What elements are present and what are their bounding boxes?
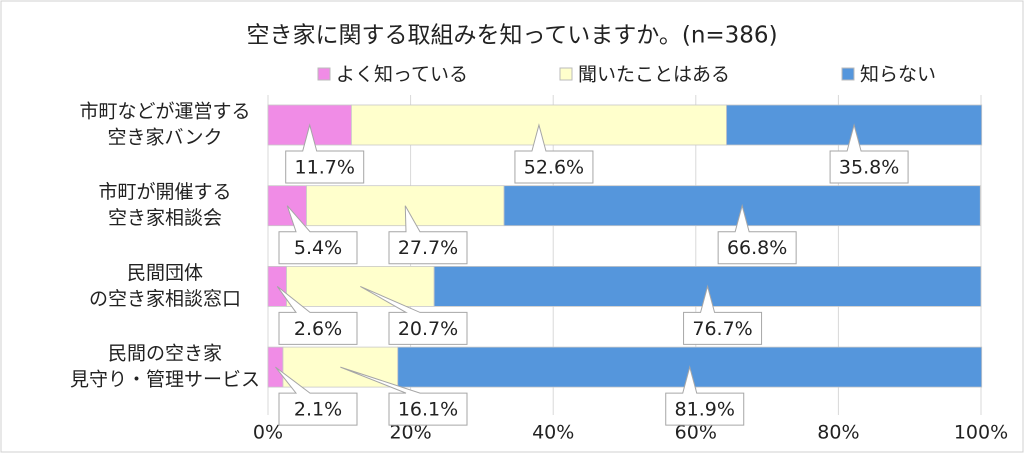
callout-box <box>360 285 468 345</box>
x-tick-label: 20% <box>389 422 431 444</box>
callout-box <box>340 366 468 426</box>
callout-box <box>285 123 365 184</box>
data-label: 76.7% <box>692 318 752 340</box>
x-tick-label: 40% <box>532 422 574 444</box>
legend-swatch <box>841 67 855 81</box>
callout-box <box>717 203 797 265</box>
x-tick-label: 100% <box>954 422 1008 444</box>
x-tick-label: 0% <box>253 422 283 444</box>
data-label: 2.6% <box>294 318 342 340</box>
y-tick-label: 民間団体 <box>127 262 203 284</box>
data-label: 16.1% <box>398 399 458 421</box>
data-label: 66.8% <box>727 237 787 259</box>
data-label: 2.1% <box>294 399 342 421</box>
legend-swatch <box>317 67 331 81</box>
data-label: 11.7% <box>295 157 355 179</box>
callout-box <box>388 205 468 265</box>
legend-swatch <box>559 67 573 81</box>
callout-box <box>278 205 358 265</box>
x-tick-label: 60% <box>675 422 717 444</box>
data-label: 5.4% <box>294 237 342 259</box>
x-tick-label: 80% <box>817 422 859 444</box>
legend-label: 知らない <box>860 64 936 86</box>
callout-box <box>276 286 358 345</box>
legend-label: 聞いたことはある <box>578 64 730 86</box>
callout-box <box>665 365 745 426</box>
data-label: 35.8% <box>839 157 899 179</box>
data-label: 52.6% <box>524 157 584 179</box>
y-tick-label: 市町が開催する <box>98 181 231 203</box>
y-tick-label: 民間の空き家 <box>108 343 222 365</box>
y-tick-label: の空き家相談窓口 <box>89 288 241 310</box>
legend-label: よく知っている <box>336 64 468 86</box>
callout-box <box>514 123 594 184</box>
y-tick-label: 空き家バンク <box>108 127 223 149</box>
data-label: 20.7% <box>398 318 458 340</box>
callout-box <box>829 123 909 184</box>
data-label: 27.7% <box>398 237 458 259</box>
y-tick-label: 見守り・管理サービス <box>70 369 260 391</box>
chart-title: 空き家に関する取組みを知っていますか。(n=386) <box>246 23 777 49</box>
callout-box <box>683 284 763 345</box>
y-tick-label: 空き家相談会 <box>108 207 222 229</box>
callout-box <box>275 366 358 426</box>
y-tick-label: 市町などが運営する <box>79 101 250 123</box>
data-label: 81.9% <box>675 399 735 421</box>
